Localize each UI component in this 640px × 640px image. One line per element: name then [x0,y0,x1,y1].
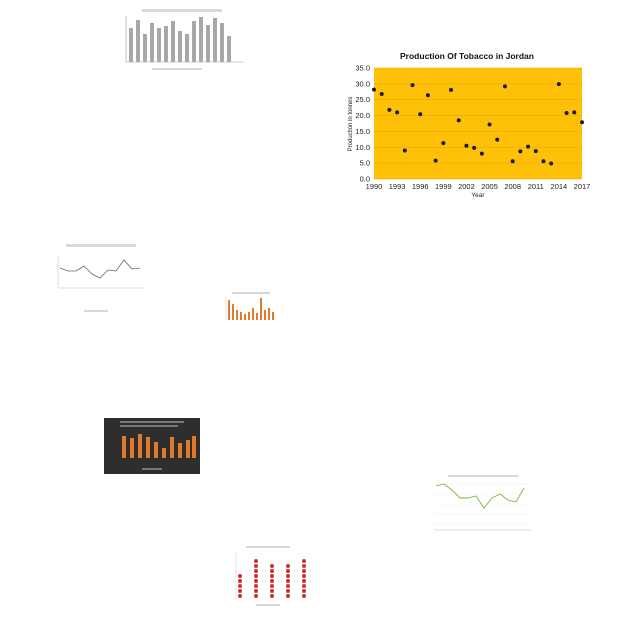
x-tick-label: 2005 [481,182,498,191]
data-point [580,120,584,125]
x-tick-label: 2017 [574,182,591,191]
data-point [441,141,446,146]
y-axis-ticks: 0.0 5.0 10.0 15.0 20.0 25.0 30.0 35.0 [355,64,370,184]
data-point [379,92,384,97]
data-point [472,145,477,150]
chart-title: Production Of Tobacco in Jordan [400,51,534,61]
y-axis-label: Production in tonnes [348,97,354,152]
thumbnail-dark-bar-chart [104,418,200,474]
x-axis-label: Year [471,192,485,199]
thumbnail-green-line-chart [424,474,536,538]
data-point [456,118,461,123]
data-point [449,87,454,92]
thumbnail-orange-bar-chart [218,290,282,330]
data-point [495,137,500,142]
thumbnail-line-chart [48,242,148,318]
data-point [425,93,430,98]
data-points [372,82,584,166]
data-point [487,122,492,127]
x-tick-label: 1996 [412,182,429,191]
data-point [418,112,423,117]
data-point [387,107,392,112]
y-tick-label: 15.0 [355,127,370,136]
data-point [518,149,523,154]
data-point [464,143,469,148]
y-tick-label: 30.0 [355,79,370,88]
y-tick-label: 20.0 [355,111,370,120]
data-point [372,87,376,92]
x-tick-label: 1993 [389,182,406,191]
thumbnail-gray-bar-chart [112,8,252,76]
y-tick-label: 25.0 [355,95,370,104]
data-point [556,82,561,87]
x-axis-ticks: 1990 1993 1996 1999 2002 2005 2008 2011 2014 2017 [366,182,591,191]
y-tick-label: 5.0 [360,159,370,168]
data-point [395,110,400,115]
x-tick-label: 2011 [528,182,544,191]
plot-area [374,68,582,179]
data-point [402,148,407,153]
data-point [410,83,415,88]
data-point [526,144,531,149]
gridlines [374,67,582,180]
x-tick-label: 1999 [435,182,452,191]
y-tick-label: 10.0 [355,143,370,152]
data-point [564,111,569,116]
data-point [572,110,577,115]
y-tick-label: 35.0 [355,64,370,73]
x-tick-label: 2002 [458,182,475,191]
data-point [479,151,484,156]
data-point [549,161,554,166]
data-point [533,149,538,154]
y-tick-label: 0.0 [360,175,370,184]
x-tick-label: 2008 [504,182,521,191]
data-point [541,159,546,164]
x-tick-label: 2014 [551,182,568,191]
data-point [510,159,515,164]
data-point [502,84,507,89]
x-tick-label: 1990 [366,182,383,191]
thumbnail-dot-column-chart [226,544,312,610]
data-point [433,158,438,163]
